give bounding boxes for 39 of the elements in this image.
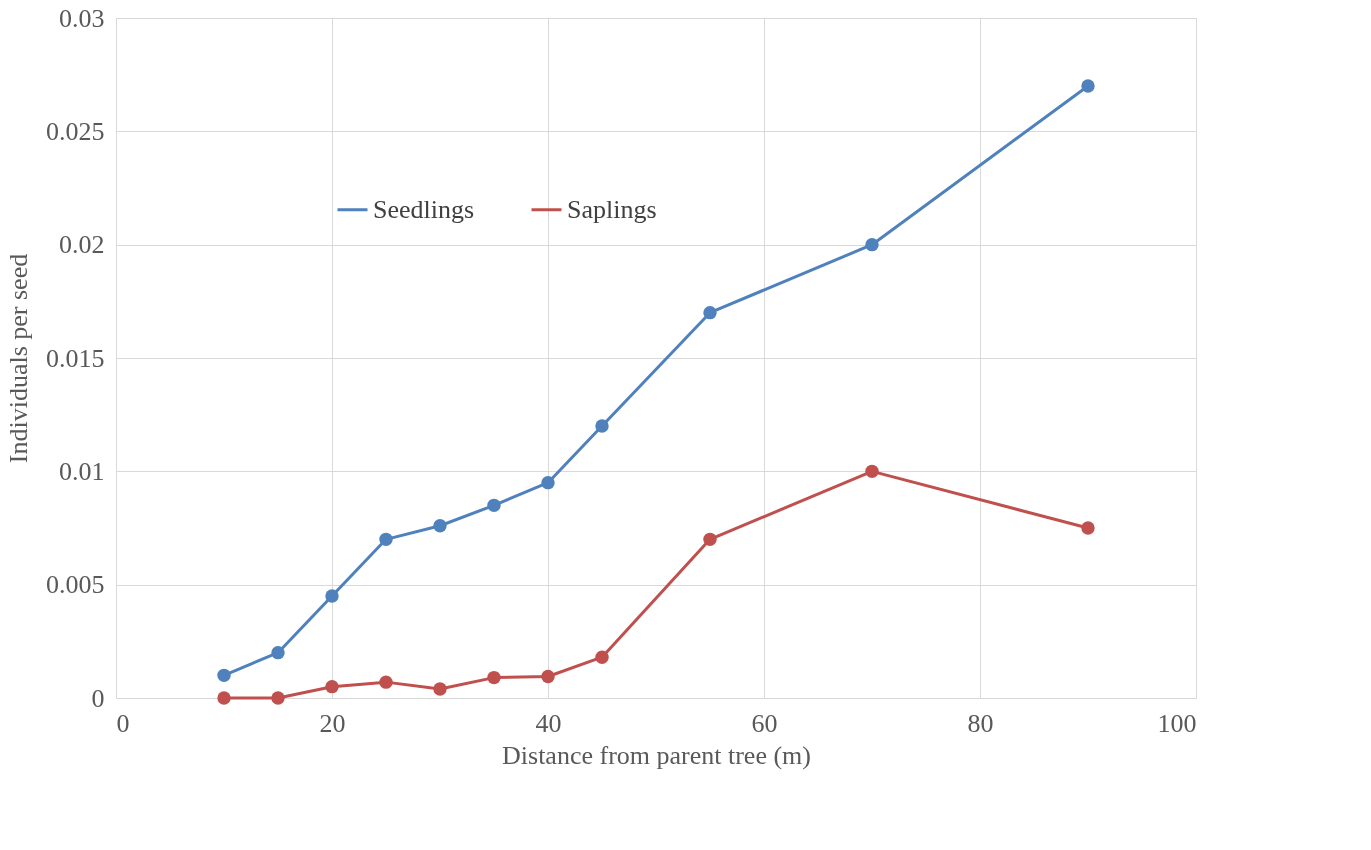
point [487, 498, 501, 513]
point [433, 682, 447, 696]
point [379, 675, 393, 689]
point [217, 691, 231, 705]
point [595, 650, 609, 664]
point [703, 305, 717, 320]
point [703, 532, 717, 547]
x-tick-label: 80 [967, 708, 994, 738]
x-axis-title: Distance from parent tree (m) [502, 740, 811, 770]
point [595, 419, 609, 433]
x-tick-label: 40 [535, 708, 562, 738]
x-tick-label: 100 [1157, 708, 1197, 738]
y-tick-label: 0.02 [59, 230, 105, 260]
y-tick-label: 0 [91, 683, 105, 713]
point [1081, 79, 1095, 93]
point [433, 519, 447, 533]
y-tick-label: 0.025 [46, 116, 105, 146]
point [865, 237, 879, 252]
point [379, 532, 393, 547]
x-tick-label: 0 [116, 708, 130, 738]
point [865, 464, 879, 479]
point [217, 668, 231, 683]
y-tick-label: 0.01 [59, 456, 105, 486]
legend-label: Seedlings [373, 194, 475, 224]
point [487, 670, 501, 685]
x-tick-label: 60 [751, 708, 778, 738]
point [541, 475, 555, 490]
point [325, 679, 339, 694]
point [271, 691, 285, 705]
y-tick-label: 0.015 [46, 343, 105, 373]
point [271, 645, 285, 660]
y-tick-label: 0.03 [59, 3, 105, 33]
point [541, 669, 555, 684]
y-tick-label: 0.005 [46, 570, 105, 600]
point [325, 589, 339, 603]
legend-label: Saplings [567, 194, 657, 224]
point [1081, 521, 1095, 535]
y-axis-title: Individuals per seed [4, 253, 33, 464]
x-tick-label: 20 [319, 708, 346, 738]
